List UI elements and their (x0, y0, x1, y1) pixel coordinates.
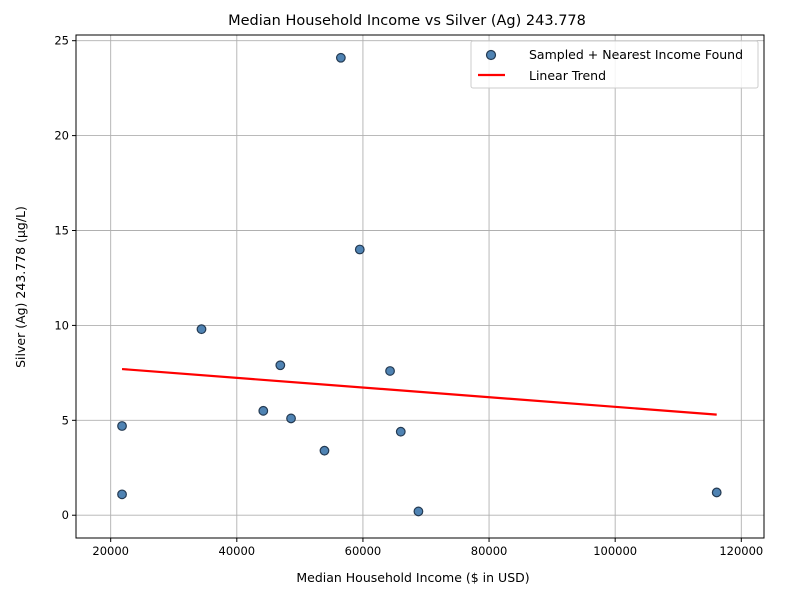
data-point (385, 366, 395, 376)
x-tick-label: 40000 (219, 544, 256, 558)
x-tick-label: 60000 (345, 544, 382, 558)
plot-marks (117, 52, 722, 517)
data-point (286, 413, 296, 424)
y-tick-label: 0 (62, 508, 69, 522)
y-tick-label: 15 (54, 224, 69, 238)
data-point (196, 324, 207, 335)
chart-title: Median Household Income vs Silver (Ag) 2… (228, 13, 586, 29)
y-tick-label: 5 (62, 413, 69, 427)
x-axis-label: Median Household Income ($ in USD) (296, 570, 529, 585)
x-tick-label: 20000 (92, 544, 129, 558)
x-tick-label: 120000 (719, 544, 763, 558)
legend-scatter-marker (485, 49, 497, 61)
data-point (413, 506, 424, 517)
plot-frame (75, 34, 765, 539)
data-point (258, 405, 269, 416)
legend: Sampled + Nearest Income Found Linear Tr… (470, 40, 759, 89)
x-tick-label: 80000 (471, 544, 508, 558)
x-tick-label: 100000 (593, 544, 637, 558)
trend-line (121, 367, 717, 416)
y-axis-label: Silver (Ag) 243.778 (µg/L) (13, 206, 28, 368)
y-tick-label: 10 (54, 318, 69, 332)
legend-box (470, 40, 759, 89)
y-tick-label: 25 (54, 34, 69, 48)
data-point (711, 487, 722, 498)
data-point (117, 489, 127, 500)
data-point (275, 360, 286, 371)
data-point (335, 52, 346, 63)
legend-label-scatter: Sampled + Nearest Income Found (529, 47, 743, 62)
y-tick-label: 20 (54, 129, 69, 143)
data-point (395, 426, 406, 437)
data-point (319, 445, 330, 456)
axis-ticks: 20000 40000 60000 80000 100000 120000 0 5 10 15 20… (54, 34, 763, 558)
data-point (117, 421, 127, 431)
data-point (354, 244, 365, 255)
legend-label-trend: Linear Trend (529, 68, 606, 83)
gridlines (76, 35, 764, 538)
